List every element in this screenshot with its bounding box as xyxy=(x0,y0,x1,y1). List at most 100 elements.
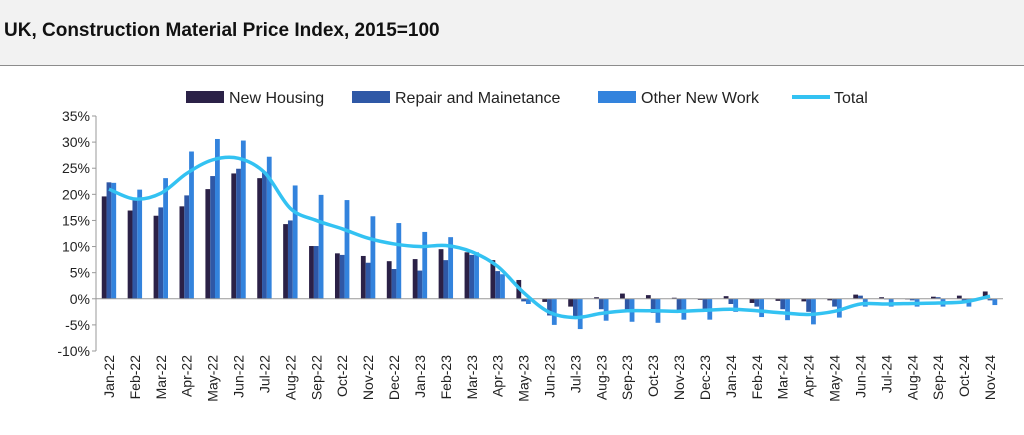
bar-other-new-work xyxy=(137,189,143,299)
bar-repair-and-mainetance xyxy=(961,298,967,301)
bar-repair-and-mainetance xyxy=(676,298,682,312)
bar-other-new-work xyxy=(474,252,479,299)
bar-repair-and-mainetance xyxy=(417,270,423,299)
bar-new-housing xyxy=(723,296,729,299)
bar-repair-and-mainetance xyxy=(132,197,138,299)
bar-other-new-work xyxy=(370,216,376,299)
legend-label: Total xyxy=(834,90,868,107)
x-tick-label: Mar-23 xyxy=(464,355,480,400)
bar-new-housing xyxy=(386,261,392,299)
bar-repair-and-mainetance xyxy=(236,168,241,299)
y-tick-label: 25% xyxy=(62,160,90,176)
x-tick-label: Nov-24 xyxy=(982,355,998,400)
bar-other-new-work xyxy=(189,151,194,299)
bar-other-new-work xyxy=(422,231,428,299)
legend-swatch-2 xyxy=(598,91,636,103)
bar-other-new-work xyxy=(681,298,687,320)
bar-repair-and-mainetance xyxy=(210,176,216,299)
bar-other-new-work xyxy=(500,274,505,299)
x-tick-label: Dec-23 xyxy=(697,355,713,400)
bar-repair-and-mainetance xyxy=(443,260,449,299)
bar-repair-and-mainetance xyxy=(780,298,786,310)
bar-repair-and-mainetance xyxy=(935,297,941,299)
bar-other-new-work xyxy=(811,298,816,325)
bar-new-housing xyxy=(620,293,625,299)
bar-new-housing xyxy=(671,297,677,299)
bar-new-housing xyxy=(982,291,988,299)
x-tick-label: Sep-22 xyxy=(308,355,324,400)
y-tick-label: 5% xyxy=(70,265,90,281)
bar-new-housing xyxy=(127,210,133,299)
y-tick-label: 15% xyxy=(62,212,90,228)
bar-other-new-work xyxy=(163,178,168,299)
x-tick-label: May-24 xyxy=(827,355,843,402)
bar-repair-and-mainetance xyxy=(158,207,164,299)
x-tick-label: May-23 xyxy=(516,355,532,402)
y-tick-label: -10% xyxy=(57,343,90,359)
x-tick-label: Apr-23 xyxy=(490,355,506,397)
bar-repair-and-mainetance xyxy=(573,298,578,317)
x-tick-label: Mar-24 xyxy=(775,355,791,400)
bar-repair-and-mainetance xyxy=(262,171,267,299)
y-tick-label: 10% xyxy=(62,239,90,255)
x-tick-label: Dec-22 xyxy=(386,355,402,400)
bar-new-housing xyxy=(334,253,340,299)
chart: New Housing Repair and Mainetance Other Ne… xyxy=(57,90,1003,402)
bar-other-new-work xyxy=(785,298,790,321)
x-tick-label: Apr-24 xyxy=(801,355,817,397)
bar-repair-and-mainetance xyxy=(287,220,293,299)
bar-new-housing xyxy=(490,260,496,299)
bar-new-housing xyxy=(749,298,755,303)
bar-repair-and-mainetance xyxy=(832,298,837,307)
bar-repair-and-mainetance xyxy=(313,246,319,299)
legend-swatch-0 xyxy=(186,91,224,103)
bar-repair-and-mainetance xyxy=(391,269,397,299)
bar-other-new-work xyxy=(577,298,583,330)
x-tick-label: Nov-22 xyxy=(360,355,376,400)
y-tick-label: 35% xyxy=(62,108,90,124)
bar-other-new-work xyxy=(396,223,402,299)
x-tick-label: Mar-22 xyxy=(153,355,169,400)
bar-repair-and-mainetance xyxy=(728,298,734,304)
x-tick-label: Apr-22 xyxy=(179,355,195,397)
y-tick-label: 0% xyxy=(70,291,90,307)
bar-new-housing xyxy=(257,178,263,299)
bar-repair-and-mainetance xyxy=(624,298,630,312)
page-title: UK, Construction Material Price Index, 2… xyxy=(4,20,440,41)
bar-new-housing xyxy=(594,297,599,299)
bar-new-housing xyxy=(645,295,651,299)
bar-other-new-work xyxy=(603,298,609,321)
bar-repair-and-mainetance xyxy=(106,182,112,299)
x-tick-label: Aug-23 xyxy=(593,355,609,400)
y-tick-label: 20% xyxy=(62,186,90,202)
bar-new-housing xyxy=(853,294,859,299)
bar-other-new-work xyxy=(525,298,531,304)
x-tick-label: Nov-23 xyxy=(671,355,687,400)
bar-new-housing xyxy=(931,296,936,299)
bar-repair-and-mainetance xyxy=(909,298,915,301)
bar-repair-and-mainetance xyxy=(184,195,190,299)
bar-repair-and-mainetance xyxy=(987,298,993,301)
x-tick-label: Jun-22 xyxy=(231,355,247,398)
bar-new-housing xyxy=(697,298,703,300)
bar-other-new-work xyxy=(836,298,842,318)
bar-repair-and-mainetance xyxy=(365,262,371,299)
x-tick-label: Feb-23 xyxy=(438,355,454,400)
x-tick-label: Jan-23 xyxy=(412,355,428,398)
x-tick-label: Jun-24 xyxy=(852,355,868,398)
bar-other-new-work xyxy=(733,298,739,312)
bar-other-new-work xyxy=(266,156,272,299)
x-tick-label: Sep-23 xyxy=(619,355,635,400)
bar-new-housing xyxy=(438,249,444,299)
bar-repair-and-mainetance xyxy=(495,271,501,299)
bar-new-housing xyxy=(231,173,237,299)
x-tick-label: Jul-24 xyxy=(878,355,894,393)
bar-new-housing xyxy=(827,298,833,301)
y-tick-label: -5% xyxy=(65,317,90,333)
legend-swatch-1 xyxy=(352,91,390,103)
bar-repair-and-mainetance xyxy=(702,298,708,310)
bar-repair-and-mainetance xyxy=(650,298,656,313)
bar-other-new-work xyxy=(992,298,998,306)
x-tick-label: Jan-24 xyxy=(723,355,739,398)
bar-repair-and-mainetance xyxy=(521,298,526,302)
